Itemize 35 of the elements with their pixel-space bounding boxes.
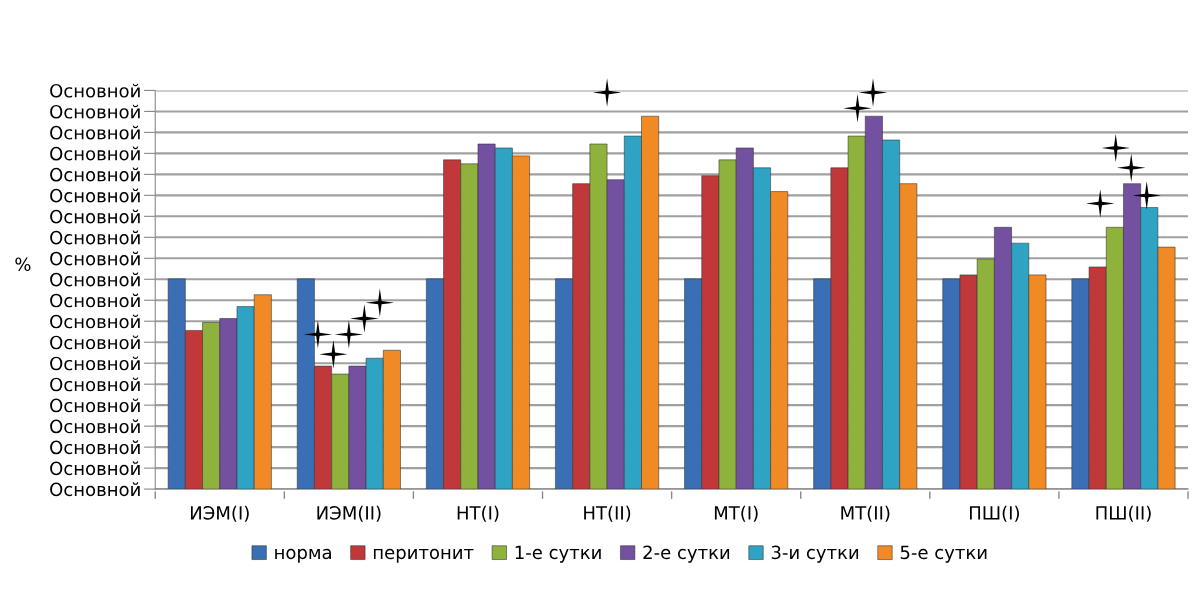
legend-label: норма	[275, 548, 331, 563]
legend-label: перитонит	[373, 548, 474, 563]
text: Основной	[50, 419, 140, 434]
text: Основной	[50, 482, 140, 497]
x-tick-label: ПШ(II)	[1096, 505, 1151, 522]
text: Основной	[50, 398, 140, 413]
text: Основной	[50, 272, 140, 287]
text: Основной	[50, 440, 140, 455]
text: Основной	[50, 377, 140, 392]
text: Основной	[50, 146, 140, 161]
text: Основной	[50, 125, 140, 140]
text: Основной	[50, 251, 140, 266]
x-tick-label: ИЭМ(II)	[317, 505, 381, 522]
text: %	[15, 257, 31, 272]
text: Основной	[50, 104, 140, 119]
x-tick-label: НТ(I)	[457, 505, 499, 522]
x-tick-label: НТ(II)	[584, 505, 631, 522]
text: Основной	[50, 314, 140, 329]
text: Основной	[50, 83, 140, 98]
text: Основной	[50, 335, 140, 350]
text: Основной	[50, 167, 140, 182]
text: Основной	[50, 461, 140, 476]
text: Основной	[50, 209, 140, 224]
legend-label: 3-и сутки	[771, 545, 859, 563]
x-tick-label: МТ(I)	[714, 505, 758, 522]
x-tick-label: ИЭМ(I)	[190, 505, 249, 522]
x-tick-label: ПШ(I)	[970, 505, 1019, 522]
legend-label: 5-е сутки	[900, 545, 987, 563]
legend-label: 2-е сутки	[643, 545, 730, 563]
text: Основной	[50, 293, 140, 308]
x-tick-label: МТ(II)	[841, 505, 890, 522]
legend-label: 1-е сутки	[515, 545, 601, 563]
text: Основной	[50, 188, 140, 203]
text: Основной	[50, 230, 140, 245]
text: Основной	[50, 356, 140, 371]
